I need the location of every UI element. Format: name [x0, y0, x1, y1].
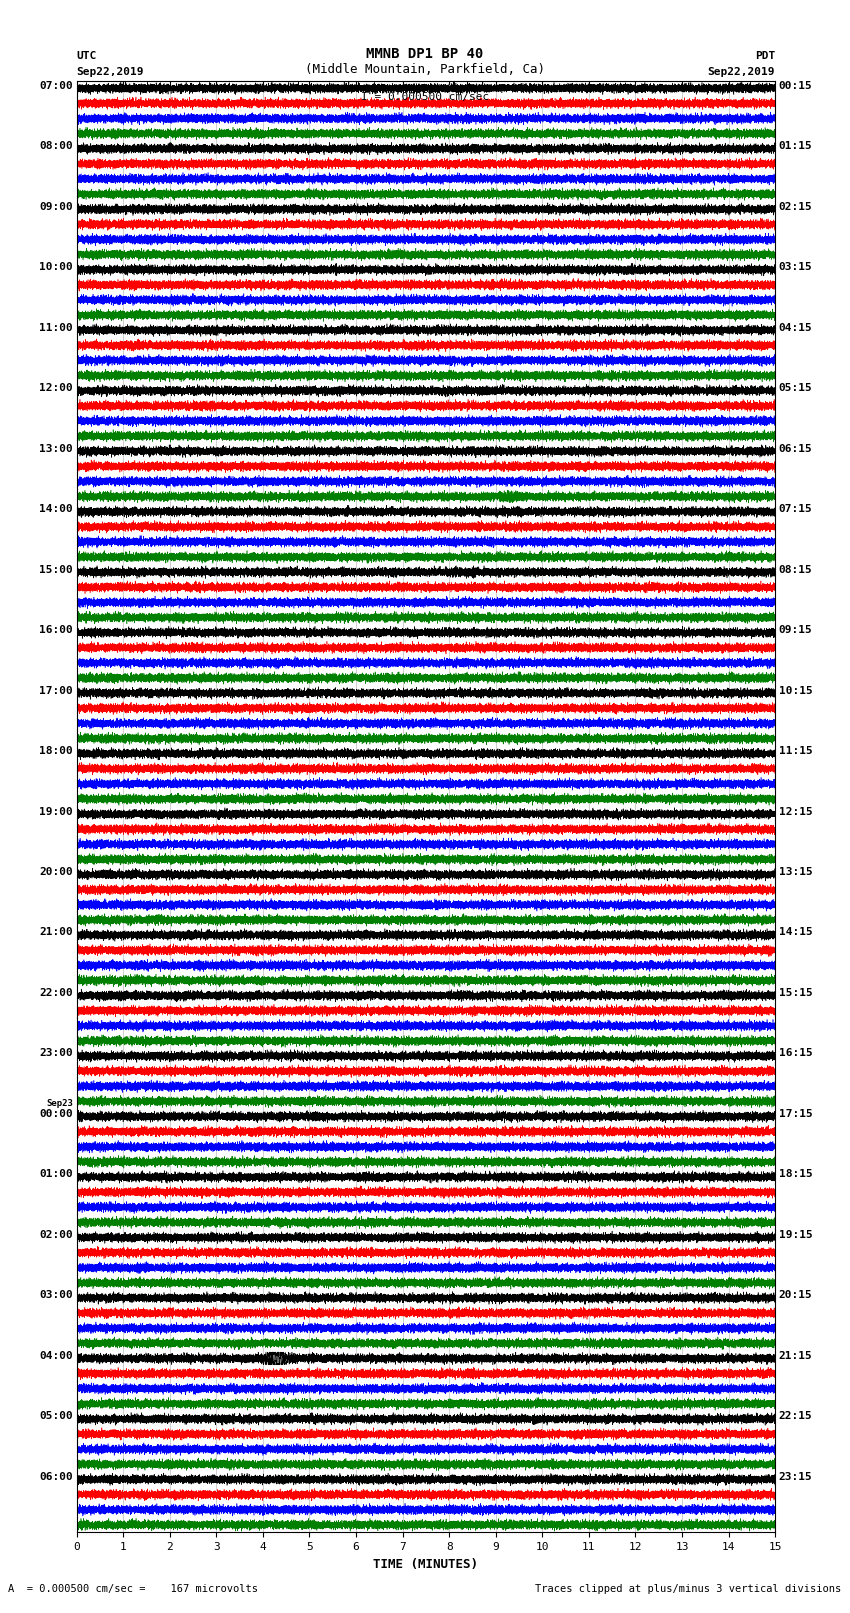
Text: 15:00: 15:00 — [39, 565, 73, 574]
Text: 01:15: 01:15 — [779, 142, 813, 152]
Text: 06:00: 06:00 — [39, 1471, 73, 1482]
Text: 08:15: 08:15 — [779, 565, 813, 574]
Text: Sep22,2019: Sep22,2019 — [708, 68, 775, 77]
Text: 21:00: 21:00 — [39, 927, 73, 937]
Text: 19:15: 19:15 — [779, 1231, 813, 1240]
Text: 07:00: 07:00 — [39, 81, 73, 90]
Text: 11:00: 11:00 — [39, 323, 73, 332]
Text: 00:00: 00:00 — [39, 1110, 73, 1119]
Text: 17:15: 17:15 — [779, 1110, 813, 1119]
Text: 14:15: 14:15 — [779, 927, 813, 937]
Text: 03:15: 03:15 — [779, 263, 813, 273]
Text: 11:15: 11:15 — [779, 745, 813, 756]
Text: 18:00: 18:00 — [39, 745, 73, 756]
Text: 13:00: 13:00 — [39, 444, 73, 453]
Text: 14:00: 14:00 — [39, 503, 73, 515]
Text: 01:00: 01:00 — [39, 1169, 73, 1179]
Text: 13:15: 13:15 — [779, 868, 813, 877]
Text: 17:00: 17:00 — [39, 686, 73, 695]
Text: UTC: UTC — [76, 52, 97, 61]
Text: 16:15: 16:15 — [779, 1048, 813, 1058]
X-axis label: TIME (MINUTES): TIME (MINUTES) — [373, 1558, 479, 1571]
Text: 12:00: 12:00 — [39, 384, 73, 394]
Text: 10:15: 10:15 — [779, 686, 813, 695]
Text: 06:15: 06:15 — [779, 444, 813, 453]
Text: 05:15: 05:15 — [779, 384, 813, 394]
Text: 19:00: 19:00 — [39, 806, 73, 816]
Text: 20:00: 20:00 — [39, 868, 73, 877]
Text: 09:15: 09:15 — [779, 624, 813, 636]
Text: (Middle Mountain, Parkfield, Ca): (Middle Mountain, Parkfield, Ca) — [305, 63, 545, 76]
Text: 10:00: 10:00 — [39, 263, 73, 273]
Text: 22:00: 22:00 — [39, 987, 73, 998]
Text: 04:00: 04:00 — [39, 1352, 73, 1361]
Text: 15:15: 15:15 — [779, 987, 813, 998]
Text: 02:00: 02:00 — [39, 1231, 73, 1240]
Text: 23:15: 23:15 — [779, 1471, 813, 1482]
Text: 23:00: 23:00 — [39, 1048, 73, 1058]
Text: 20:15: 20:15 — [779, 1290, 813, 1300]
Text: 02:15: 02:15 — [779, 202, 813, 211]
Text: 18:15: 18:15 — [779, 1169, 813, 1179]
Text: 12:15: 12:15 — [779, 806, 813, 816]
Text: 21:15: 21:15 — [779, 1352, 813, 1361]
Text: 16:00: 16:00 — [39, 624, 73, 636]
Text: MMNB DP1 BP 40: MMNB DP1 BP 40 — [366, 47, 484, 61]
Text: A  = 0.000500 cm/sec =    167 microvolts: A = 0.000500 cm/sec = 167 microvolts — [8, 1584, 258, 1594]
Text: 07:15: 07:15 — [779, 503, 813, 515]
Text: Sep22,2019: Sep22,2019 — [76, 68, 144, 77]
Text: 22:15: 22:15 — [779, 1411, 813, 1421]
Text: 09:00: 09:00 — [39, 202, 73, 211]
Text: Traces clipped at plus/minus 3 vertical divisions: Traces clipped at plus/minus 3 vertical … — [536, 1584, 842, 1594]
Text: I = 0.000500 cm/sec: I = 0.000500 cm/sec — [361, 92, 489, 102]
Text: 05:00: 05:00 — [39, 1411, 73, 1421]
Text: 04:15: 04:15 — [779, 323, 813, 332]
Text: PDT: PDT — [755, 52, 775, 61]
Text: 08:00: 08:00 — [39, 142, 73, 152]
Text: 00:15: 00:15 — [779, 81, 813, 90]
Text: 03:00: 03:00 — [39, 1290, 73, 1300]
Text: Sep23: Sep23 — [46, 1100, 73, 1108]
